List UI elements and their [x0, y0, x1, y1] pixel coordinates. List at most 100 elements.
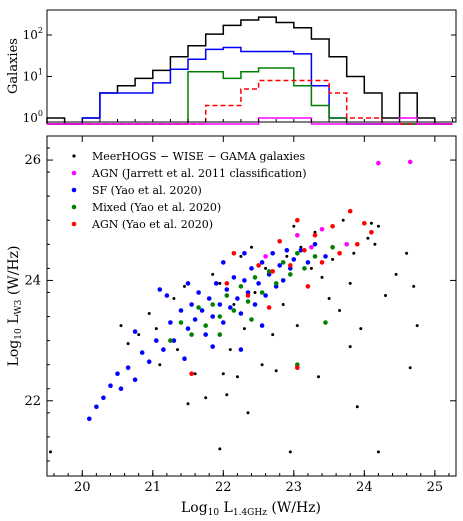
scatter-point-sf: [132, 329, 138, 334]
scatter-point-all: [285, 254, 289, 258]
scatter-point-mixed: [210, 302, 215, 307]
scatter-point-all: [415, 324, 419, 328]
histogram-series-mixed: [47, 67, 453, 125]
scatter-point-sf: [189, 302, 194, 307]
scatter-x-axis-label: Log10 L1.4GHz (W/Hz): [181, 500, 321, 518]
scatter-point-agn_yao: [302, 248, 307, 253]
scatter-point-all: [317, 375, 320, 379]
legend-marker-agn_yao: [71, 221, 77, 227]
scatter-point-sf: [171, 338, 177, 343]
scatter-point-all: [211, 272, 215, 276]
scatter-point-sf: [196, 290, 201, 295]
scatter-point-all: [158, 363, 162, 367]
histogram-y-axis-label: Galaxies: [6, 38, 21, 94]
scatter-point-agn_yao: [347, 208, 353, 214]
scatter-point-agn_yao: [288, 263, 293, 268]
scatter-point-all: [137, 333, 141, 337]
scatter-point-sf: [108, 383, 113, 389]
scatter-point-all: [348, 345, 352, 349]
scatter-point-all: [376, 224, 380, 228]
scatter-point-all: [126, 342, 130, 346]
scatter-point-all: [225, 393, 229, 397]
histogram-frame: [46, 9, 457, 123]
legend-label-mixed: Mixed (Yao et al. 2020): [92, 201, 221, 214]
scatter-point-all: [292, 224, 296, 228]
scatter-point-sf: [146, 359, 152, 365]
scatter-point-mixed: [189, 332, 194, 337]
scatter-point-agn_yao: [319, 260, 325, 265]
scatter-point-sf: [235, 296, 240, 301]
scatter-point-sf: [203, 332, 208, 337]
scatter-point-all: [281, 303, 285, 306]
scatter-point-all: [369, 221, 373, 225]
scatter-point-sf: [221, 320, 226, 325]
scatter-point-sf: [284, 248, 290, 253]
scatter-point-agn_yao: [189, 371, 194, 377]
scatter-point-agn_yao: [256, 263, 261, 268]
scatter-point-agn_yao: [245, 293, 251, 298]
scatter-point-mixed: [323, 320, 328, 325]
scatter-point-all: [176, 348, 179, 352]
scatter-point-all: [147, 312, 151, 315]
scatter-point-agn_yao: [270, 269, 276, 274]
scatter-point-sf: [291, 257, 297, 262]
histogram-y-tick-label: 102: [23, 26, 43, 42]
histogram-y-ticks: 100 101 102: [23, 26, 456, 125]
scatter-point-all: [359, 327, 363, 331]
scatter-point-sf: [132, 377, 138, 383]
scatter-point-mixed: [259, 290, 265, 295]
scatter-point-all: [338, 309, 342, 312]
scatter-point-sf: [192, 317, 198, 322]
scatter-y-ticks: 22 24 26: [24, 147, 456, 462]
scatter-point-mixed: [266, 269, 272, 274]
scatter-point-sf: [259, 323, 265, 328]
scatter-point-agn_yao: [231, 251, 237, 256]
scatter-plot-area: [49, 159, 419, 454]
scatter-point-sf: [178, 308, 184, 313]
scatter-point-agn_yao: [295, 365, 300, 371]
scatter-point-all: [313, 230, 317, 234]
scatter-y-axis-label: Log10 LW3 (W/Hz): [6, 246, 24, 367]
scatter-panel: 20 21 22 23 24 25 22 24 26 Log10 LW3 (W/Hz) Log…: [6, 135, 457, 518]
histogram-y-tick-label: 101: [23, 67, 43, 83]
scatter-point-all: [271, 333, 275, 337]
scatter-point-sf: [305, 260, 311, 265]
scatter-point-sf: [231, 275, 237, 280]
scatter-point-sf: [199, 308, 205, 313]
scatter-y-tick-label: 26: [24, 153, 41, 168]
scatter-point-all: [186, 402, 190, 406]
scatter-point-all: [331, 257, 335, 261]
scatter-point-all: [299, 245, 303, 249]
scatter-point-sf: [139, 350, 145, 355]
scatter-point-mixed: [273, 281, 279, 286]
scatter-point-mixed: [178, 320, 184, 325]
scatter-point-agn_yao: [224, 281, 230, 286]
scatter-point-sf: [213, 281, 219, 286]
legend-marker-mixed: [71, 204, 77, 210]
scatter-point-all: [193, 372, 197, 376]
scatter-point-agn_yao: [355, 242, 360, 247]
scatter-point-agn_yao: [312, 233, 318, 238]
scatter-point-sf: [242, 251, 247, 256]
scatter-point-all: [172, 297, 176, 300]
scatter-point-sf: [323, 254, 328, 259]
scatter-point-agn_yao: [305, 284, 311, 289]
scatter-point-all: [366, 236, 370, 240]
scatter-point-sf: [312, 242, 318, 247]
scatter-point-sf: [125, 365, 131, 371]
scatter-point-sf: [87, 416, 92, 422]
scatter-point-sf: [238, 311, 244, 316]
scatter-point-all: [242, 327, 246, 331]
scatter-point-mixed: [302, 266, 307, 271]
scatter-point-all: [232, 303, 236, 306]
scatter-point-all: [384, 294, 387, 297]
scatter-point-all: [405, 251, 409, 255]
scatter-point-mixed: [231, 308, 237, 313]
scatter-point-mixed: [245, 299, 251, 304]
scatter-point-agn_yao: [362, 221, 367, 226]
scatter-point-sf: [210, 314, 215, 319]
scatter-point-mixed: [217, 332, 223, 337]
scatter-point-agn_jarrett: [376, 160, 381, 166]
scatter-point-sf: [157, 287, 163, 292]
